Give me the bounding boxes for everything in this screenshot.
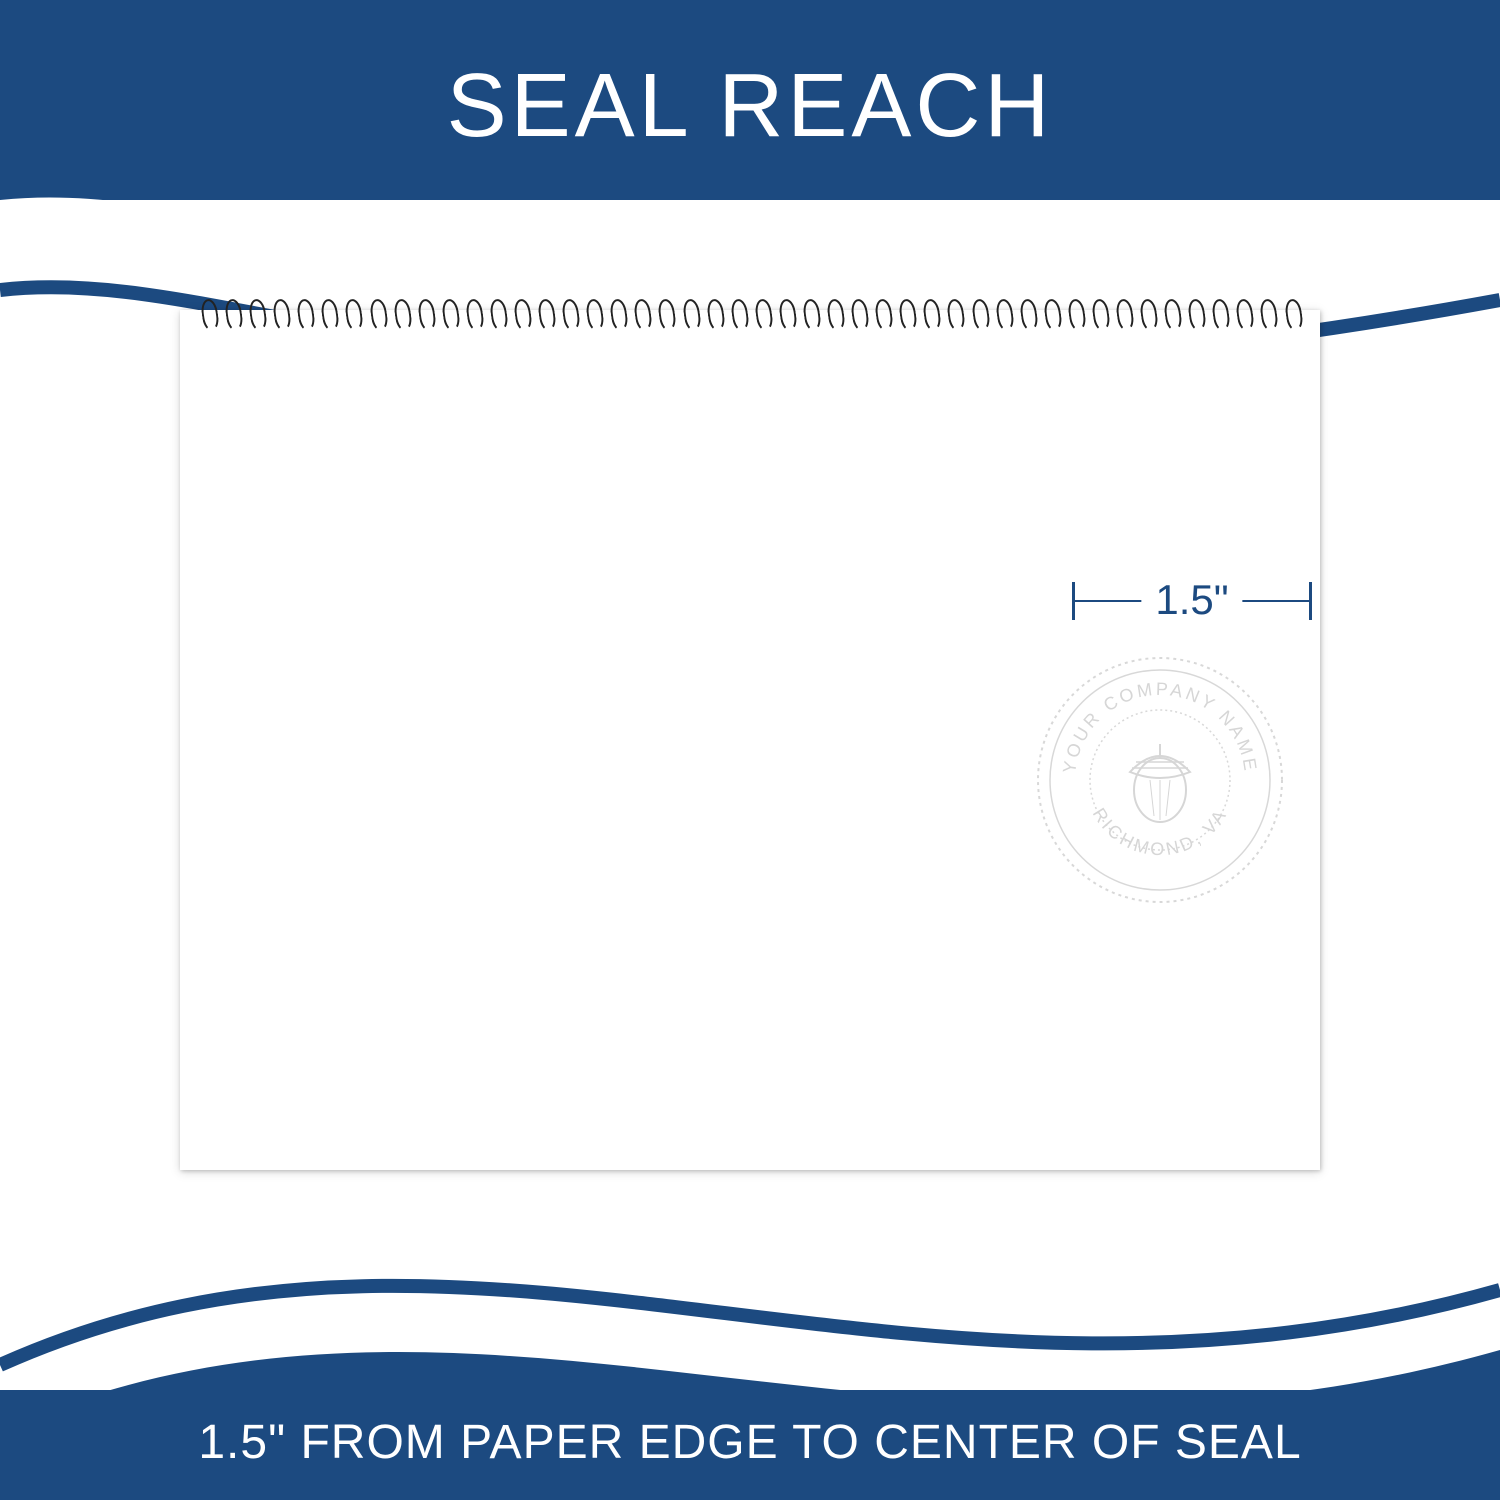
spiral-ring [995,295,1011,333]
spiral-ring [393,295,409,333]
measurement-indicator: 1.5" [1072,580,1312,620]
spiral-ring [971,295,987,333]
spiral-ring [1091,295,1107,333]
footer-text: 1.5" FROM PAPER EDGE TO CENTER OF SEAL [0,1415,1500,1470]
spiral-ring [706,295,722,333]
spiral-ring [320,295,336,333]
spiral-ring [778,295,794,333]
spiral-ring [585,295,601,333]
spiral-ring [1139,295,1155,333]
spiral-ring [850,295,866,333]
spiral-ring [754,295,770,333]
spiral-ring [1284,295,1300,333]
spiral-ring [441,295,457,333]
spiral-ring [609,295,625,333]
spiral-ring [1163,295,1179,333]
spiral-ring [272,295,288,333]
spiral-ring [826,295,842,333]
measure-label: 1.5" [1141,576,1242,624]
spiral-ring [513,295,529,333]
spiral-ring [369,295,385,333]
spiral-ring [730,295,746,333]
spiral-ring [537,295,553,333]
spiral-ring [224,295,240,333]
spiral-ring [200,295,216,333]
acorn-icon [1130,744,1190,822]
spiral-ring [946,295,962,333]
spiral-ring [344,295,360,333]
spiral-ring [802,295,818,333]
spiral-ring [1235,295,1251,333]
spiral-ring [922,295,938,333]
spiral-ring [465,295,481,333]
spiral-ring [1259,295,1275,333]
embossed-seal: YOUR COMPANY NAME RICHMOND, VA [1030,650,1290,910]
spiral-binding [200,295,1300,335]
spiral-ring [1043,295,1059,333]
spiral-ring [248,295,264,333]
spiral-ring [657,295,673,333]
spiral-ring [874,295,890,333]
spiral-ring [1211,295,1227,333]
spiral-ring [296,295,312,333]
spiral-ring [1019,295,1035,333]
seal-top-text: YOUR COMPANY NAME [1059,679,1261,775]
spiral-ring [898,295,914,333]
spiral-ring [1187,295,1203,333]
measure-cap-right [1309,582,1312,620]
spiral-ring [489,295,505,333]
spiral-ring [633,295,649,333]
spiral-ring [417,295,433,333]
spiral-ring [682,295,698,333]
spiral-ring [1067,295,1083,333]
spiral-ring [561,295,577,333]
spiral-ring [1115,295,1131,333]
measure-cap-left [1072,582,1075,620]
page-title: SEAL REACH [0,55,1500,158]
